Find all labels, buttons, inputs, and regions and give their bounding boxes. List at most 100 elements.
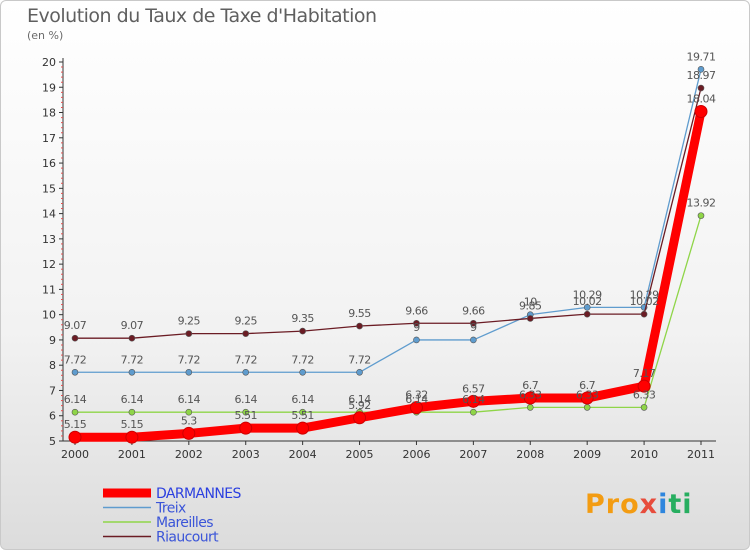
data-point — [353, 411, 367, 425]
y-tick-label: 16 — [42, 157, 56, 170]
y-tick-label: 12 — [42, 258, 56, 271]
data-point — [526, 315, 534, 322]
data-label: 6.14 — [405, 393, 428, 406]
data-point — [185, 408, 193, 416]
data-point — [356, 322, 363, 330]
data-point — [296, 421, 310, 435]
data-point — [242, 330, 250, 337]
y-tick-label: 7 — [49, 384, 56, 397]
data-point — [125, 430, 139, 444]
data-label: 7.17 — [633, 367, 656, 380]
data-label: 9.25 — [178, 315, 201, 328]
data-label: 9.35 — [291, 312, 314, 325]
data-label: 5.15 — [121, 418, 144, 431]
data-label: 6.14 — [234, 393, 257, 406]
legend-label: Treix — [155, 501, 186, 517]
data-label: 7.72 — [121, 353, 144, 366]
data-point — [128, 408, 136, 416]
proxiti-logo: Proxiti — [585, 489, 693, 520]
data-point — [413, 319, 420, 327]
data-label: 6.7 — [522, 379, 538, 392]
x-tick-label: 2002 — [175, 448, 203, 461]
x-tick-label: 2011 — [687, 448, 715, 461]
data-point — [128, 368, 136, 376]
series-line-riaucourt — [74, 87, 702, 339]
data-point — [697, 84, 705, 92]
data-point — [470, 408, 477, 416]
data-point — [583, 310, 591, 318]
data-point — [299, 327, 306, 335]
data-label: 5.15 — [64, 418, 87, 431]
x-tick-label: 2007 — [459, 448, 487, 461]
data-point — [242, 408, 250, 416]
data-label: 6.14 — [462, 393, 485, 406]
logo-part-1: Pro — [585, 489, 640, 520]
data-label: 6.33 — [633, 388, 656, 401]
data-label: 13.92 — [687, 197, 716, 210]
data-point — [299, 368, 306, 376]
data-label: 7.72 — [348, 353, 371, 366]
data-label: 10.29 — [630, 288, 659, 301]
data-point — [640, 310, 648, 318]
data-point — [299, 408, 306, 416]
data-point — [470, 336, 477, 344]
data-point — [697, 66, 705, 73]
data-point — [580, 391, 594, 405]
data-point — [470, 319, 477, 327]
legend-label: Riaucourt — [156, 530, 219, 546]
data-label: 5.51 — [291, 409, 314, 422]
data-label: 6.14 — [291, 393, 314, 406]
y-tick-label: 5 — [49, 435, 56, 448]
x-tick-label: 2000 — [61, 448, 89, 461]
data-label: 9 — [413, 321, 420, 334]
data-label: 6.14 — [64, 393, 87, 406]
data-point — [409, 401, 423, 415]
data-label: 6.7 — [579, 379, 595, 392]
x-tick-label: 2010 — [630, 448, 658, 461]
data-point — [71, 368, 79, 376]
data-point — [583, 404, 591, 411]
data-label: 6.14 — [178, 393, 201, 406]
data-label: 6.14 — [348, 393, 371, 406]
data-point — [413, 336, 420, 344]
legend-label: Mareilles — [156, 515, 213, 531]
data-point — [466, 394, 480, 408]
series-line-treix — [74, 68, 702, 373]
y-tick-label: 14 — [42, 208, 56, 221]
data-point — [242, 368, 250, 376]
data-label: 6.14 — [121, 393, 144, 406]
data-label: 7.72 — [234, 353, 257, 366]
data-label: 9.07 — [121, 319, 144, 332]
series-line-darmannes — [70, 107, 706, 442]
x-tick-label: 2008 — [516, 448, 544, 461]
data-point — [185, 330, 193, 337]
logo-part-4: ti — [668, 489, 693, 520]
legend-label: DARMANNES — [156, 486, 241, 502]
y-tick-label: 19 — [42, 81, 56, 94]
data-point — [356, 368, 363, 376]
data-point — [640, 404, 648, 411]
data-label: 6.57 — [462, 382, 485, 395]
data-label: 7.72 — [178, 353, 201, 366]
y-tick-label: 6 — [49, 410, 56, 423]
y-tick-label: 18 — [42, 107, 56, 120]
data-label: 18.97 — [687, 69, 716, 82]
data-point — [239, 421, 253, 435]
data-point — [182, 426, 196, 440]
data-point — [71, 334, 79, 342]
y-tick-label: 10 — [42, 309, 56, 322]
data-point — [697, 212, 705, 219]
logo-part-2: x — [639, 489, 659, 520]
data-point — [68, 430, 82, 444]
data-point — [526, 404, 534, 411]
data-point — [128, 334, 136, 342]
data-label: 9 — [470, 321, 477, 334]
x-tick-label: 2006 — [402, 448, 430, 461]
data-label: 6.33 — [519, 388, 542, 401]
data-point — [71, 408, 79, 416]
chart-subtitle: (en %) — [27, 29, 64, 42]
data-label: 9.07 — [64, 319, 87, 332]
y-tick-label: 8 — [49, 359, 56, 372]
